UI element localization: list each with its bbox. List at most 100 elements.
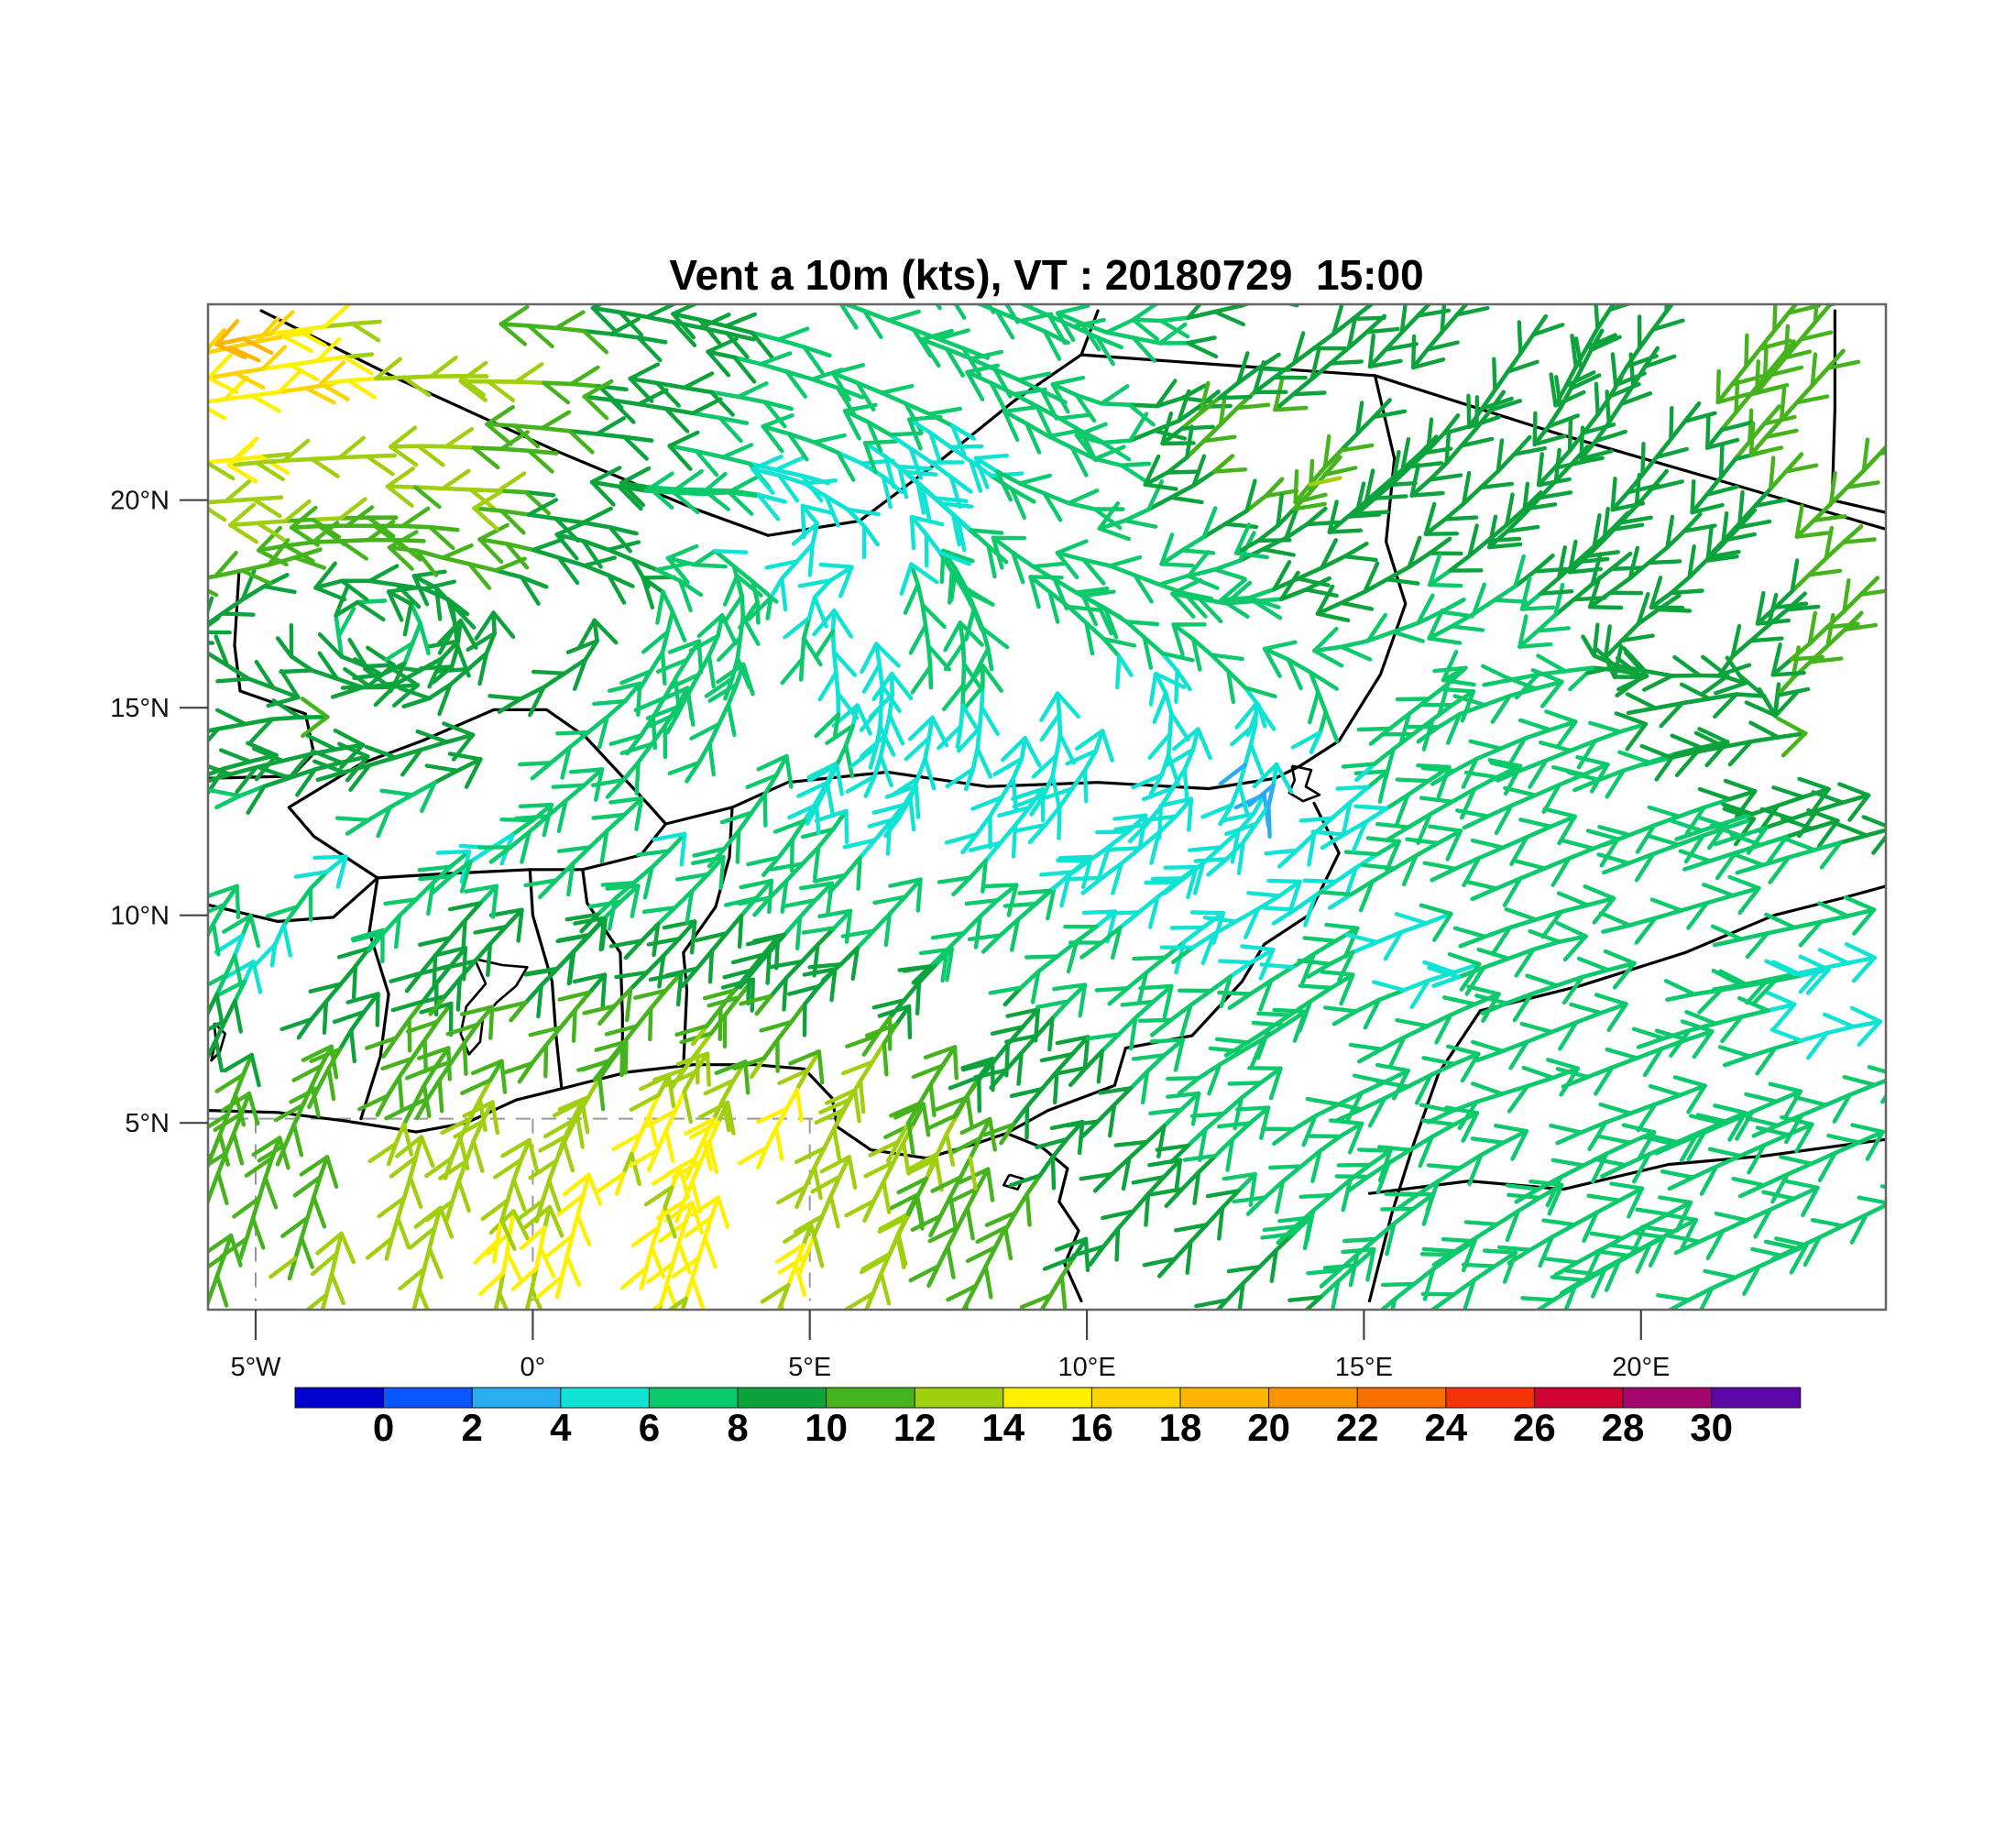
wind-barb-shaft [631,864,654,885]
wind-barb-feather [667,639,701,654]
wind-barb-feather [1279,570,1300,601]
wind-barb-shaft [151,787,174,799]
wind-barb-feather [379,788,415,797]
wind-barb-feather [812,873,848,884]
wind-barb-shaft [1379,1035,1407,1052]
wind-barb-feather [311,1251,339,1277]
wind-barb-shaft [161,581,189,585]
wind-barb-feather [981,664,1003,693]
wind-barb-feather [1375,1062,1410,1073]
wind-barb-feather [982,883,1019,889]
wind-barb-feather [311,517,342,540]
wind-barb-shaft [973,1264,988,1289]
wind-barb-feather [1629,1224,1648,1257]
wind-barb-shaft [427,524,460,532]
wind-barb-feather [1466,393,1472,429]
wind-barb-shaft [797,897,818,920]
wind-barb-shaft [1067,604,1089,626]
wind-barb-feather [491,610,516,639]
wind-barb-feather [944,346,965,378]
wind-barb-feather [861,662,882,694]
wind-barb-feather [1467,414,1501,429]
wind-barb-shaft [323,982,344,1004]
wind-barb-feather [1665,514,1675,550]
wind-barb-feather [1766,834,1789,864]
wind-barb-shaft [338,537,371,543]
colorbar-segment [1533,1387,1625,1409]
wind-barb-shaft [778,1282,791,1308]
wind-barb-feather [611,1132,643,1152]
wind-barb-feather [665,543,699,561]
wind-barb-shaft [1050,999,1070,1021]
wind-barb-feather [801,926,837,935]
colorbar-segment [294,1387,385,1409]
wind-barb-feather [1519,1021,1554,1035]
wind-barb-shaft [673,888,695,910]
wind-barb-shaft [1336,1091,1364,1107]
wind-barb-feather [1339,972,1355,1006]
wind-barb-shaft [812,577,833,600]
wind-barb-shaft [512,423,544,431]
wind-barb-feather [1684,805,1706,836]
wind-barb-shaft [1651,842,1681,857]
wind-barb-shaft [1268,965,1295,983]
wind-barb-feather [1794,531,1830,539]
wind-barb-shaft [1346,329,1369,350]
wind-barb-feather [208,884,239,899]
wind-barb-feather [1361,862,1397,871]
wind-barb-shaft [1264,477,1285,499]
wind-barb-feather [1042,1255,1076,1271]
wind-barb-feather [556,555,580,586]
wind-barb-shaft [1257,1247,1278,1269]
wind-barb-feather [1323,709,1340,743]
wind-barb-shaft [401,1175,413,1201]
wind-barb-feather [528,685,546,718]
wind-barb-shaft [1813,840,1843,852]
wind-barb-shaft [1572,777,1602,793]
wind-barb-shaft [1824,540,1846,561]
wind-barb-feather [1700,674,1730,697]
wind-barb-feather [214,993,225,1028]
wind-barb-shaft [928,460,954,479]
wind-barb-shaft [1241,821,1258,845]
wind-barb-feather [1197,597,1223,624]
wind-barb-feather [831,650,858,677]
country-border [287,708,668,880]
wind-barb-shaft [208,651,209,653]
wind-barb-shaft [1308,670,1320,695]
wind-barb-feather [389,445,419,467]
wind-barb-shaft [1501,1128,1529,1146]
wind-barb-feather [1810,1217,1846,1228]
wind-barb-feather [1847,793,1871,822]
wind-barb-feather [1865,1129,1885,1161]
wind-barb-feather [968,840,1003,852]
wind-barb-feather [461,917,467,954]
wind-barb-shaft [1739,1008,1770,1019]
wind-barb-shaft [923,623,931,649]
lon-tick-label: 0° [520,1353,546,1382]
wind-barb-feather [784,369,807,399]
wind-barb-shaft [1748,735,1780,744]
wind-barb-feather [470,1059,504,1076]
wind-barb-shaft [1729,364,1748,387]
wind-barb-feather [1504,492,1515,528]
wind-barb-shaft [882,712,893,738]
wind-barb-feather [1861,815,1886,829]
wind-barb-feather [679,831,687,867]
wind-barb-feather [333,728,366,747]
wind-barb-feather [1625,721,1649,752]
wind-barb-feather [969,459,983,493]
wind-barb-shaft [978,897,1000,919]
wind-barb-shaft [1786,304,1799,315]
wind-barb-feather [941,683,966,711]
wind-barb-shaft [1013,805,1032,828]
wind-barb-shaft [500,1250,509,1276]
wind-barb-shaft [917,1081,934,1106]
wind-barb-feather [1584,1247,1603,1281]
wind-barb-shaft [1271,907,1298,926]
wind-barb-shaft [1482,677,1514,687]
wind-barb-shaft [1012,391,1039,409]
wind-barb-feather [589,479,616,507]
wind-barb-feather [889,1101,922,1118]
wind-barb-feather [1342,926,1360,960]
